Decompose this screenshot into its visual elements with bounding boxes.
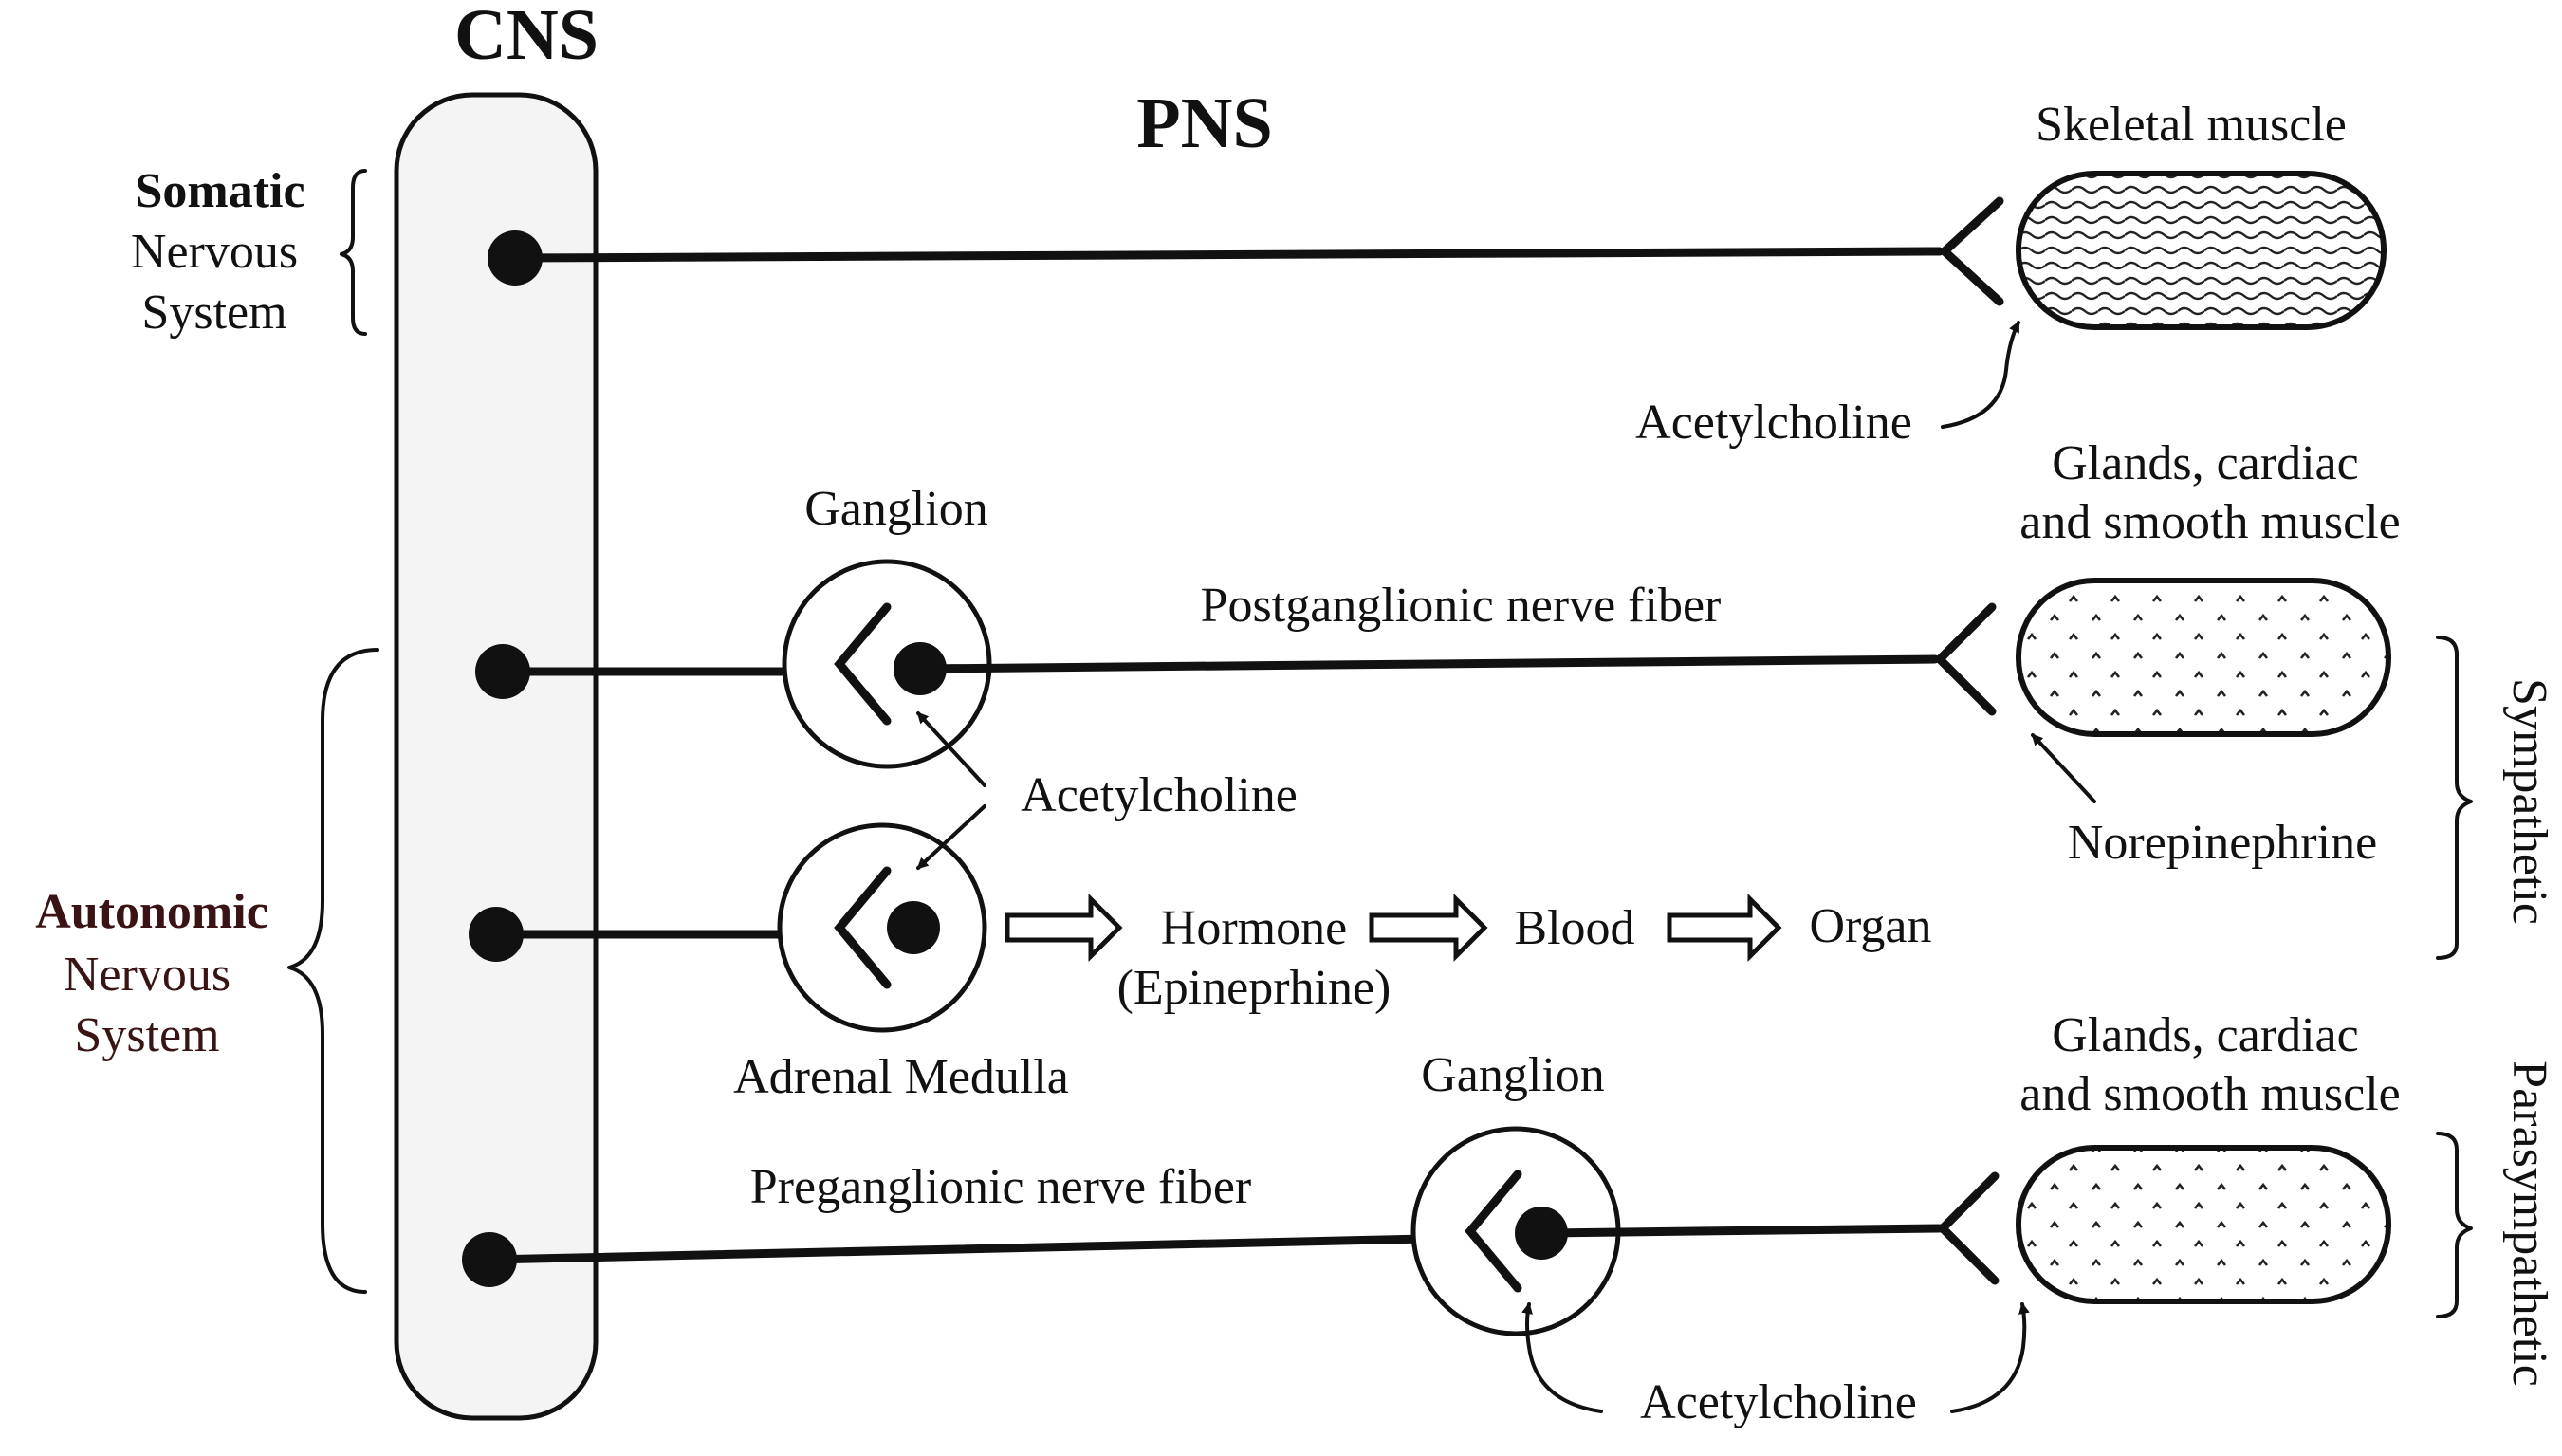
autonomic-label-line1: Autonomic [35,885,268,939]
somatic-nerve-fiber [510,247,1945,263]
sympathetic-brace [2436,636,2473,960]
acetylcholine-bottom-arrow-left [1521,1302,1603,1413]
parasympathetic-effector [2016,1145,2391,1304]
somatic-label-line3: System [141,286,286,340]
blood-label: Blood [1514,901,1634,955]
pns-title: PNS [1136,83,1273,163]
acetylcholine-bottom-arrow-right [1950,1302,2030,1413]
acetylcholine-arrow-to-adrenal [916,804,986,870]
somatic-label-line2: Nervous [131,225,298,279]
sympathetic-effector-synapse [1933,602,1997,716]
sympathetic-ganglion-synapse [834,602,892,726]
parasympathetic-effector-synapse [1936,1171,2000,1285]
block-arrow-to-blood [1369,893,1488,963]
glands-top-label-line2: and smooth muscle [2019,495,2401,549]
norepinephrine-label: Norepinephrine [2068,816,2377,870]
acetylcholine-arrow-to-ganglion [916,711,986,787]
parasympathetic-label: Parasympathetic [2502,1060,2556,1387]
block-arrow-to-hormone [1005,893,1123,963]
cns-title: CNS [454,0,599,75]
parasympathetic-ganglion-synapse [1465,1170,1522,1293]
preganglionic-fiber-label: Preganglionic nerve fiber [750,1160,1251,1214]
norepinephrine-arrow [2031,733,2096,803]
somatic-brace [340,169,367,336]
epinephrine-label: (Epineprhine) [1117,961,1392,1015]
sympathetic-ganglion [782,559,992,769]
adrenal-medulla-cell [887,901,940,954]
autonomic-label-line3: System [74,1008,219,1062]
adrenal-medulla [777,822,987,1033]
skeletal-muscle [2016,171,2387,330]
postganglionic-nerve-fiber [915,654,1940,673]
acetylcholine-somatic-label: Acetylcholine [1635,396,1912,450]
skeletal-muscle-label: Skeletal muscle [2036,98,2347,152]
parasympathetic-postganglionic-fiber [1537,1224,1945,1238]
postganglionic-fiber-label: Postganglionic nerve fiber [1201,579,1722,633]
cns-column [394,92,599,1421]
acetylcholine-middle-label: Acetylcholine [1021,768,1298,822]
adrenal-medulla-synapse [834,866,892,989]
sympathetic-ganglion-label: Ganglion [804,482,988,536]
autonomic-brace [287,648,379,1294]
sympathetic-label: Sympathetic [2502,678,2556,925]
parasympathetic-ganglion-label: Ganglion [1421,1048,1605,1102]
autonomic-label-line2: Nervous [64,948,230,1002]
glands-top-label-line1: Glands, cardiac [2052,436,2358,490]
somatic-label-line1: Somatic [135,164,304,218]
block-arrow-to-organ [1667,893,1782,963]
hormone-label: Hormone [1161,901,1347,955]
preganglionic-nerve-fiber [485,1233,1473,1264]
adrenal-medulla-label: Adrenal Medulla [733,1050,1069,1104]
acetylcholine-somatic-arrow [1941,321,2020,429]
glands-bottom-label-line1: Glands, cardiac [2052,1008,2358,1062]
acetylcholine-bottom-label: Acetylcholine [1640,1375,1917,1429]
glands-bottom-label-line2: and smooth muscle [2019,1067,2401,1121]
somatic-synapse-terminal [1938,196,2004,306]
organ-label: Organ [1809,899,1931,953]
parasympathetic-brace [2436,1132,2473,1318]
sympathetic-effector [2016,578,2391,737]
